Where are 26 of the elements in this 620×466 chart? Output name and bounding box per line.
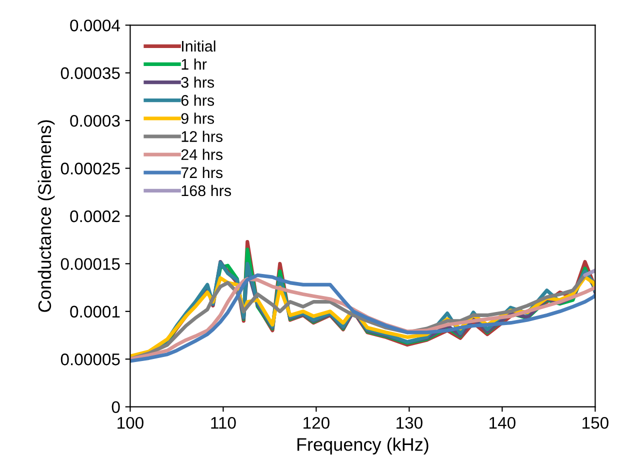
x-tick-label: 150 xyxy=(582,416,608,429)
legend-label: 72 hrs xyxy=(181,166,223,178)
x-axis-title: Frequency (kHz) xyxy=(297,438,428,454)
y-tick-label: 0.0002 xyxy=(70,210,120,222)
legend-label: 6 hrs xyxy=(181,94,214,106)
y-tick-label: 0.0001 xyxy=(70,306,120,318)
legend-label: Initial xyxy=(182,40,216,52)
y-tick-label: 0.00025 xyxy=(60,162,120,174)
y-axis-title: Conductance (Siemens) xyxy=(38,120,55,312)
legend-label: 24 hrs xyxy=(181,148,223,160)
y-tick-label: 0.00015 xyxy=(60,258,120,270)
y-tick-label: 0 xyxy=(112,401,120,414)
legend-label: 1 hr xyxy=(182,58,207,70)
legend-label: 3 hrs xyxy=(181,76,214,88)
legend-label: 168 hrs xyxy=(182,184,232,196)
x-tick-label: 140 xyxy=(490,416,516,429)
x-tick-label: 100 xyxy=(118,416,144,429)
y-tick-label: 0.0004 xyxy=(70,20,120,32)
legend-label: 9 hrs xyxy=(181,112,214,124)
y-tick-label: 0.00005 xyxy=(60,354,120,366)
y-tick-label: 0.0003 xyxy=(70,114,120,127)
x-tick-label: 130 xyxy=(396,416,422,429)
x-tick-label: 120 xyxy=(304,416,330,429)
x-tick-label: 110 xyxy=(211,416,236,429)
y-tick-label: 0.00035 xyxy=(60,67,120,80)
legend-label: 12 hrs xyxy=(182,130,223,142)
